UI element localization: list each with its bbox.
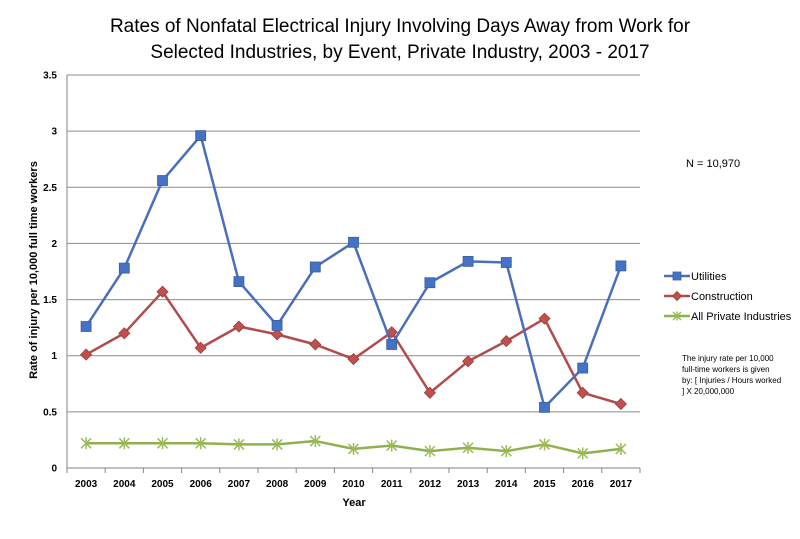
legend-star-marker-icon: [664, 311, 690, 321]
x-tick-label: 2010: [342, 479, 365, 490]
sample-size-annotation: N = 10,970: [686, 158, 741, 170]
data-point-all-private-industries: [195, 437, 207, 450]
x-tick-label: 2012: [419, 479, 442, 490]
data-point-construction: [118, 327, 131, 340]
data-point-utilities: [386, 339, 398, 350]
data-point-construction: [156, 285, 169, 298]
data-point-construction: [576, 386, 589, 399]
x-tick-label: 2009: [304, 479, 327, 490]
data-point-utilities: [118, 262, 130, 274]
data-point-utilities: [195, 130, 207, 142]
data-point-utilities: [539, 401, 550, 413]
data-point-utilities: [80, 321, 92, 332]
data-point-utilities: [233, 276, 245, 288]
y-axis-label: Rate of injury per 10,000 full time work…: [28, 161, 40, 379]
x-tick-label: 2013: [457, 479, 480, 490]
chart-title-line-2: Selected Industries, by Event, Private I…: [150, 42, 650, 63]
data-point-utilities: [424, 277, 436, 289]
data-point-utilities: [462, 255, 474, 267]
y-tick-label: 3: [51, 127, 57, 138]
data-point-utilities: [615, 260, 627, 272]
data-point-construction: [80, 348, 93, 361]
y-tick-label: 2.5: [43, 183, 57, 194]
x-tick-label: 2006: [190, 479, 213, 490]
y-tick-label: 0: [51, 464, 57, 475]
legend-square-marker-icon: [664, 271, 690, 281]
data-point-utilities: [271, 319, 283, 331]
data-point-utilities: [500, 257, 512, 268]
data-point-construction: [462, 355, 475, 368]
data-point-all-private-industries: [615, 442, 627, 455]
legend-label-construction: Construction: [691, 291, 753, 303]
data-point-construction: [500, 335, 513, 348]
x-tick-label: 2007: [228, 479, 251, 490]
data-point-all-private-industries: [577, 447, 589, 460]
data-point-all-private-industries: [309, 435, 321, 448]
data-point-construction: [614, 397, 627, 411]
data-point-construction: [347, 353, 360, 366]
injury-rate-formula-note: The injury rate per 10,000 full-time wor…: [682, 354, 782, 396]
x-axis-label: Year: [342, 497, 366, 509]
series-line-construction: [85, 290, 622, 406]
x-tick-label: 2005: [151, 479, 174, 490]
data-point-utilities: [309, 261, 321, 273]
data-point-all-private-industries: [386, 439, 398, 452]
data-point-construction: [423, 386, 436, 399]
x-tick-label: 2008: [266, 479, 289, 490]
data-point-construction: [194, 341, 207, 354]
x-tick-label: 2011: [381, 479, 403, 490]
y-tick-label: 1: [51, 351, 57, 362]
x-tick-label: 2014: [495, 479, 518, 490]
x-tick-label: 2003: [75, 479, 98, 490]
data-point-utilities: [348, 236, 359, 248]
data-point-all-private-industries: [156, 437, 169, 450]
y-tick-label: 2: [51, 239, 57, 250]
legend-label-all-private-industries: All Private Industries: [691, 311, 792, 323]
y-tick-label: 1.5: [43, 295, 57, 306]
data-point-construction: [538, 312, 551, 325]
chart-title-line-1: Rates of Nonfatal Electrical Injury Invo…: [109, 16, 691, 37]
legend-diamond-marker-icon: [664, 290, 690, 302]
x-tick-label: 2017: [610, 479, 633, 490]
x-tick-label: 2015: [533, 479, 556, 490]
data-point-construction: [232, 320, 245, 333]
data-point-all-private-industries: [462, 441, 474, 454]
data-point-utilities: [577, 362, 589, 374]
data-point-all-private-industries: [118, 437, 130, 450]
data-point-utilities: [157, 175, 168, 186]
x-tick-label: 2016: [572, 479, 595, 490]
y-tick-label: 3.5: [43, 71, 57, 82]
data-point-all-private-industries: [271, 438, 283, 451]
data-point-all-private-industries: [233, 438, 245, 451]
legend-label-utilities: Utilities: [691, 271, 727, 283]
data-point-all-private-industries: [424, 445, 436, 458]
data-point-all-private-industries: [347, 442, 360, 455]
data-point-construction: [271, 328, 284, 341]
data-point-all-private-industries: [80, 437, 92, 450]
data-point-all-private-industries: [538, 438, 551, 451]
data-point-construction: [309, 338, 322, 351]
x-tick-label: 2004: [113, 479, 136, 490]
y-tick-label: 0.5: [43, 407, 57, 418]
data-point-all-private-industries: [500, 445, 512, 458]
